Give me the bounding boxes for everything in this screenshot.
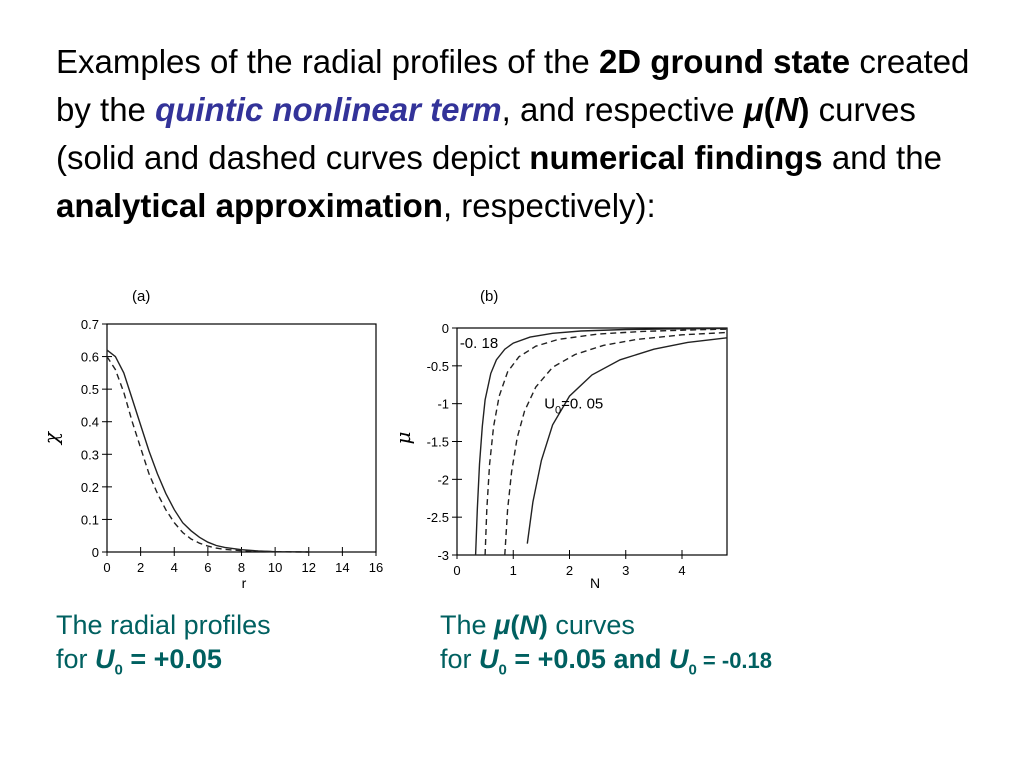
panel-a-ytick-label: 0.3 [81,447,99,462]
heading-paren: ( [763,91,775,128]
heading-text: created by the [56,43,970,128]
panel-b-frame [456,327,728,556]
panel-a-series-1-solid [106,349,309,553]
panel-a-xtick-label: 10 [268,560,282,575]
panel-b-annotation-2: U0=0. 05 [544,396,603,417]
panel-b-ytick-label: -1.5 [427,435,449,450]
panel-a-series-2-dashed [106,356,309,553]
panel-b-ytick-label: -2 [437,472,449,487]
panel-b-xtick-label: 1 [510,563,517,578]
heading-paren: ) [798,91,810,128]
panel-a-ytick-label: 0.6 [81,350,99,365]
heading-bold-ground-state: 2D ground state [598,43,851,80]
panel-b-annotation-sub: 0 [555,405,561,417]
caption-b-post: = -0.18 [696,648,773,673]
panel-a-xtick-label: 8 [238,560,245,575]
caption-b-for: for [440,644,480,674]
panel-b-xtick-label: 3 [622,563,629,578]
panel-b-ytick-label: 0 [442,321,449,336]
panel-b-series-2-dashed [484,328,728,556]
caption-b: The μ(N) curves for U0 = +0.05 and U0 = … [440,608,772,687]
panel-b-series-3-dashed [504,331,728,556]
panel-a-label: (a) [132,288,150,305]
heading-quintic-term: quintic nonlinear term [155,91,502,128]
panel-b-series-4-solid [526,337,728,544]
caption-a-for: for [56,644,96,674]
slide-heading: Examples of the radial profiles of the 2… [56,38,976,230]
panel-a-xtick-label: 16 [369,560,383,575]
panel-b-annotation-value: =0. 05 [561,396,603,413]
panel-a-frame [106,323,377,553]
panel-b-xtick-label: 2 [566,563,573,578]
caption-b-curves: curves [547,610,635,640]
heading-text: , respectively): [442,187,656,224]
caption-a-u: U [95,644,115,674]
caption-b-sub1: 0 [498,661,507,679]
panel-b-xlabel: N [590,575,600,591]
caption-b-n: N [519,610,539,640]
caption-b-paren: ( [510,610,520,640]
panel-a-ytick-label: 0.2 [81,480,99,495]
heading-text: Examples of the radial profiles of the [56,43,599,80]
panel-b-xtick-label: 0 [453,563,460,578]
panel-b-label: (b) [480,288,498,305]
heading-n-symbol: N [774,91,799,128]
panel-a-xtick-label: 14 [335,560,349,575]
panel-b-ylabel: μ [391,432,415,445]
panel-a-xlabel: r [242,575,247,591]
panel-b-ytick-label: -3 [437,548,449,563]
panel-b-ytick-label: -2.5 [427,510,449,525]
panel-a-ytick-label: 0 [92,545,99,560]
caption-a-line1: The radial profiles [56,610,271,640]
heading-text: and the [822,139,942,176]
panel-b-ytick-label: -0.5 [427,359,449,374]
panel-a-xtick-label: 4 [171,560,178,575]
panel-a-xtick-label: 12 [302,560,316,575]
panel-a-ytick-label: 0.1 [81,512,99,527]
heading-text: curves (solid and dashed curves depict [56,91,916,176]
caption-a: The radial profiles for U0 = +0.05 [56,608,271,687]
panel-a-xtick-label: 6 [204,560,211,575]
caption-b-u1: U [479,644,499,674]
panel-b-xtick-label: 4 [678,563,685,578]
caption-b-line1: The μ(N) curves [440,608,772,642]
heading-text: , and respective [501,91,744,128]
panel-b-annotation-1: -0. 18 [460,335,498,352]
caption-b-the: The [440,610,495,640]
panel-b-annotation-u: U [544,396,555,413]
panel-b-series-1-solid [474,327,728,556]
caption-a-value: = +0.05 [122,644,222,674]
panel-a-ytick-label: 0.7 [81,317,99,332]
caption-b-paren: ) [538,610,548,640]
panel-a-ytick-label: 0.5 [81,382,99,397]
panel-a-ylabel: χ [39,430,63,446]
panel-a-xtick-label: 0 [103,560,110,575]
caption-b-sub2: 0 [688,661,697,679]
caption-b-mid: = +0.05 and [506,644,669,674]
panel-a-xtick-label: 2 [137,560,144,575]
caption-b-u2: U [668,644,689,674]
caption-b-line2: for U0 = +0.05 and U0 = -0.18 [440,642,772,687]
heading-mu-symbol: μ [743,91,764,128]
caption-b-mu: μ [494,610,511,640]
caption-a-sub: 0 [114,661,123,679]
heading-numerical-findings: numerical findings [529,139,823,176]
caption-a-line2: for U0 = +0.05 [56,642,271,687]
panel-a-ytick-label: 0.4 [81,415,99,430]
heading-analytical-approximation: analytical approximation [56,187,443,224]
panel-b-ytick-label: -1 [437,397,449,412]
